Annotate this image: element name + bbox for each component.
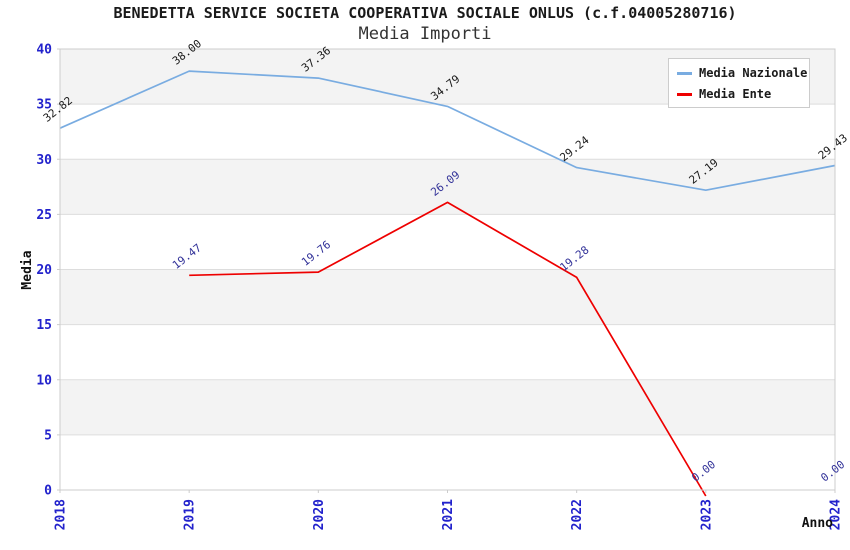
x-axis-ticks: 2018 2019 2020 2021 2022 2023 2024: [54, 490, 844, 530]
series-lines: [59, 70, 836, 497]
legend-label-media-nazionale: Media Nazionale: [699, 66, 808, 80]
y-tick-label: 15: [36, 318, 52, 333]
y-tick-label: 40: [36, 43, 52, 58]
series-line-media-nazionale: [59, 70, 836, 192]
value-label: 0.00: [689, 458, 718, 485]
legend-item-media-ente: Media Ente: [677, 87, 801, 101]
value-label: 19.47: [170, 241, 204, 272]
y-tick-label: 20: [36, 263, 52, 278]
value-label: 19.76: [299, 238, 333, 269]
y-tick-label: 25: [36, 208, 52, 223]
x-tick-label: 2019: [183, 499, 198, 530]
x-tick-label: 2021: [441, 499, 456, 530]
x-tick-label: 2022: [570, 499, 585, 530]
legend-swatch-media-nazionale: [677, 71, 692, 75]
x-tick-label: 2023: [699, 499, 714, 530]
legend-box: Media Nazionale Media Ente: [668, 58, 810, 108]
y-tick-label: 30: [36, 153, 52, 168]
y-tick-label: 5: [44, 428, 52, 443]
x-tick-label: 2018: [54, 499, 69, 530]
y-axis-ticks: 0 5 10 15 20 25 30 35 40: [36, 43, 60, 499]
series-line-media-ente: [189, 201, 707, 497]
legend-item-media-nazionale: Media Nazionale: [677, 66, 807, 80]
x-tick-label: 2020: [312, 499, 327, 530]
x-tick-label: 2024: [829, 499, 844, 530]
legend-label-media-ente: Media Ente: [699, 87, 772, 101]
value-label: 0.00: [818, 458, 847, 485]
gridlines: [60, 103, 835, 436]
x-axis-title: Anno: [802, 516, 833, 531]
y-tick-label: 35: [36, 98, 52, 113]
y-tick-label: 10: [36, 373, 52, 388]
chart-title: BENEDETTA SERVICE SOCIETA COOPERATIVA SO…: [113, 4, 737, 22]
y-axis-title: Media: [20, 250, 35, 289]
y-tick-label: 0: [44, 484, 52, 499]
chart-subtitle: Media Importi: [358, 24, 492, 44]
value-label: 29.43: [816, 131, 850, 162]
legend-swatch-media-ente: [677, 92, 692, 96]
